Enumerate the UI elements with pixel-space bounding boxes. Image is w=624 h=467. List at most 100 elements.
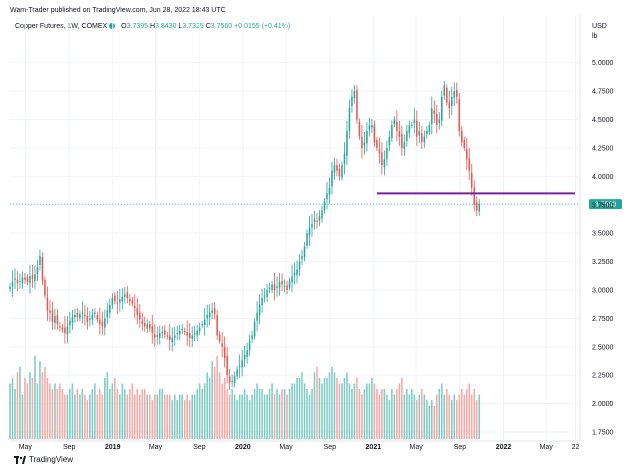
candle-body — [71, 317, 74, 323]
candle-body — [465, 149, 468, 160]
candle-body — [231, 380, 233, 383]
volume-bar — [368, 383, 371, 439]
volume-bar — [11, 377, 14, 439]
volume-bar — [443, 394, 446, 439]
volume-bar — [54, 383, 56, 439]
volume-bar — [423, 394, 426, 439]
volume-bar — [29, 372, 31, 439]
volume-bar — [386, 394, 388, 439]
volume-bar — [39, 361, 41, 439]
volume-bar — [411, 389, 413, 439]
candle-body — [376, 140, 378, 148]
candle-body — [401, 134, 403, 148]
volume-bar — [256, 383, 258, 439]
candle-body — [114, 295, 116, 302]
volume-bar — [111, 383, 114, 439]
volume-bar — [338, 383, 341, 439]
candle-body — [66, 326, 69, 335]
x-tick-label: Sep — [63, 444, 76, 451]
candle-body — [191, 335, 193, 339]
volume-bar — [121, 383, 124, 439]
volume-bar — [119, 394, 121, 439]
y-tick-label: 3.5000 — [592, 231, 614, 238]
candle-body — [54, 316, 56, 323]
candle-body — [84, 315, 86, 317]
candle-body — [436, 113, 438, 126]
grid-lines — [10, 15, 581, 442]
volume-bar — [56, 389, 59, 439]
x-tick-label: May — [540, 444, 554, 451]
volume-bar — [433, 405, 436, 439]
volume-bar — [226, 389, 228, 439]
y-tick-label: 1.7500 — [592, 430, 614, 437]
volume-bar — [358, 389, 361, 439]
candle-body — [463, 140, 466, 148]
volume-bar — [168, 394, 171, 439]
candle-body — [104, 318, 106, 328]
x-tick-label: Sep — [324, 444, 337, 451]
candle-body — [94, 312, 96, 314]
volume-bar — [158, 389, 161, 439]
volume-bar — [51, 389, 54, 439]
candle-body — [403, 142, 406, 150]
volume-bar — [236, 400, 238, 439]
candle-body — [470, 172, 473, 188]
candle-body — [393, 119, 396, 125]
volume-bar — [478, 394, 481, 439]
candle-body — [181, 328, 183, 330]
volume-bar — [188, 400, 191, 439]
candle-body — [473, 187, 476, 205]
legend-symbol[interactable]: Copper Futures, 1W, COMEX — [15, 23, 108, 30]
volume-bar — [233, 394, 236, 439]
volume-bar — [446, 389, 448, 439]
volume-bar — [223, 377, 226, 439]
volume-bar — [9, 383, 11, 439]
volume-bar — [171, 400, 174, 439]
volume-bar — [186, 394, 188, 439]
volume-bar — [333, 372, 336, 439]
volume-bar — [176, 400, 179, 439]
candle-body — [146, 324, 149, 329]
volume-bar — [316, 366, 318, 439]
volume-bar — [343, 377, 346, 439]
volume-bar — [31, 377, 34, 439]
candle-body — [323, 201, 326, 211]
candle-body — [56, 315, 59, 325]
volume-bar — [41, 372, 44, 439]
candle-body — [236, 369, 238, 377]
candle-body — [351, 96, 353, 106]
candle-body — [161, 332, 164, 334]
candle-body — [201, 324, 203, 326]
volume-bar — [341, 383, 343, 439]
volume-bar — [96, 394, 99, 439]
candle-body — [343, 153, 346, 164]
candle-body — [333, 165, 336, 173]
candle-body — [183, 330, 186, 333]
candle-body — [76, 312, 79, 318]
candle-body — [41, 257, 44, 281]
volume-bar — [261, 389, 263, 439]
candle-body — [288, 280, 291, 288]
volume-bar — [131, 383, 134, 439]
candle-body — [271, 284, 273, 290]
candle-body — [441, 96, 443, 121]
volume-bar — [436, 394, 438, 439]
volume-bar — [296, 377, 298, 439]
volume-bar — [331, 366, 333, 439]
volume-bar — [306, 389, 308, 439]
volume-bar — [76, 389, 79, 439]
y-tick-label: 3.0000 — [592, 288, 614, 295]
candle-body — [69, 320, 71, 326]
candle-body — [426, 130, 428, 135]
volume-bar — [203, 383, 206, 439]
footer-brand[interactable]: TradingView — [29, 455, 74, 464]
volume-bar — [258, 389, 261, 439]
volume-bar — [109, 389, 111, 439]
candlesticks — [9, 80, 481, 390]
volume-bar — [206, 372, 208, 439]
candle-body — [223, 346, 226, 359]
candle-body — [36, 267, 39, 275]
volume-bar — [293, 383, 296, 439]
candle-body — [411, 125, 413, 127]
